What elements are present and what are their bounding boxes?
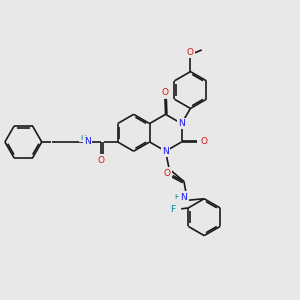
Text: O: O xyxy=(98,156,105,165)
Text: H: H xyxy=(175,194,180,200)
Text: N: N xyxy=(181,193,188,202)
Text: F: F xyxy=(169,205,175,214)
Text: O: O xyxy=(200,137,207,146)
Text: N: N xyxy=(84,137,91,146)
Text: O: O xyxy=(164,169,171,178)
Text: O: O xyxy=(161,88,169,97)
Text: H: H xyxy=(80,135,86,141)
Text: N: N xyxy=(162,147,169,156)
Text: O: O xyxy=(187,48,194,57)
Text: N: N xyxy=(178,119,185,128)
